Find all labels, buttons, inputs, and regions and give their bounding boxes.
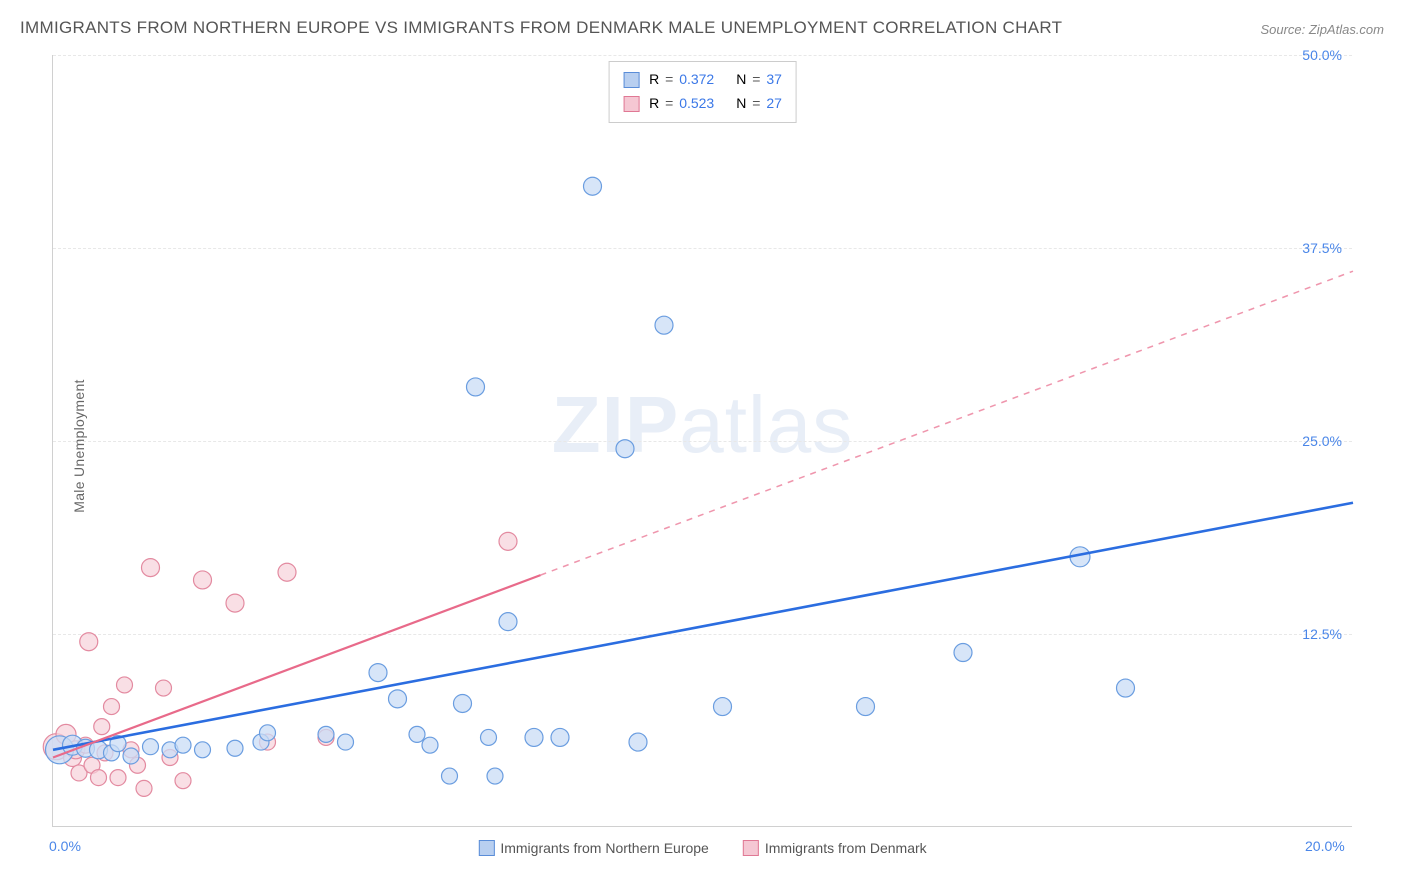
source-text: ZipAtlas.com	[1309, 22, 1384, 37]
trend-line	[53, 503, 1353, 750]
data-point	[629, 733, 647, 751]
data-point	[143, 739, 159, 755]
legend-n-ne: N = 37	[736, 68, 782, 92]
data-point	[80, 633, 98, 651]
data-point	[467, 378, 485, 396]
data-point	[318, 726, 334, 742]
data-point	[226, 594, 244, 612]
data-point	[409, 726, 425, 742]
data-point	[551, 728, 569, 746]
data-point	[369, 664, 387, 682]
legend-n-dk: N = 27	[736, 92, 782, 116]
source-attribution: Source: ZipAtlas.com	[1260, 22, 1384, 37]
data-point	[194, 571, 212, 589]
data-point	[655, 316, 673, 334]
x-tick-label: 0.0%	[49, 838, 81, 854]
swatch-denmark-bottom	[743, 840, 759, 856]
data-point	[123, 748, 139, 764]
data-point	[525, 728, 543, 746]
data-point	[487, 768, 503, 784]
data-point	[91, 770, 107, 786]
data-point	[94, 719, 110, 735]
data-point	[442, 768, 458, 784]
legend-item-northern-europe: Immigrants from Northern Europe	[478, 840, 709, 856]
data-point	[584, 177, 602, 195]
swatch-northern-europe	[623, 72, 639, 88]
legend-r-dk: R = 0.523	[649, 92, 714, 116]
data-point	[142, 559, 160, 577]
data-point	[156, 680, 172, 696]
data-point	[195, 742, 211, 758]
data-point	[136, 780, 152, 796]
data-point	[454, 694, 472, 712]
trend-line	[53, 575, 541, 757]
legend-row-northern-europe: R = 0.372 N = 37	[623, 68, 782, 92]
legend-r-ne: R = 0.372	[649, 68, 714, 92]
data-point	[338, 734, 354, 750]
source-prefix: Source:	[1260, 22, 1308, 37]
data-point	[117, 677, 133, 693]
data-point	[422, 737, 438, 753]
data-point	[714, 698, 732, 716]
data-point	[110, 770, 126, 786]
data-point	[227, 740, 243, 756]
legend-row-denmark: R = 0.523 N = 27	[623, 92, 782, 116]
data-point	[616, 440, 634, 458]
data-point	[104, 699, 120, 715]
data-point	[389, 690, 407, 708]
chart-title: IMMIGRANTS FROM NORTHERN EUROPE VS IMMIG…	[20, 18, 1062, 38]
data-point	[175, 773, 191, 789]
data-point	[499, 532, 517, 550]
series-legend: Immigrants from Northern Europe Immigran…	[478, 840, 926, 856]
data-point	[481, 729, 497, 745]
data-point	[260, 725, 276, 741]
swatch-northern-europe-bottom	[478, 840, 494, 856]
correlation-legend: R = 0.372 N = 37 R = 0.523 N = 27	[608, 61, 797, 123]
scatter-svg	[53, 55, 1352, 826]
data-point	[1117, 679, 1135, 697]
data-point	[954, 644, 972, 662]
swatch-denmark	[623, 96, 639, 112]
x-tick-label: 20.0%	[1305, 838, 1345, 854]
data-point	[278, 563, 296, 581]
legend-item-denmark: Immigrants from Denmark	[743, 840, 927, 856]
data-point	[857, 698, 875, 716]
plot-area: ZIPatlas 12.5%25.0%37.5%50.0% 0.0%20.0% …	[52, 55, 1352, 827]
data-point	[499, 613, 517, 631]
data-point	[175, 737, 191, 753]
chart-container: IMMIGRANTS FROM NORTHERN EUROPE VS IMMIG…	[0, 0, 1406, 892]
